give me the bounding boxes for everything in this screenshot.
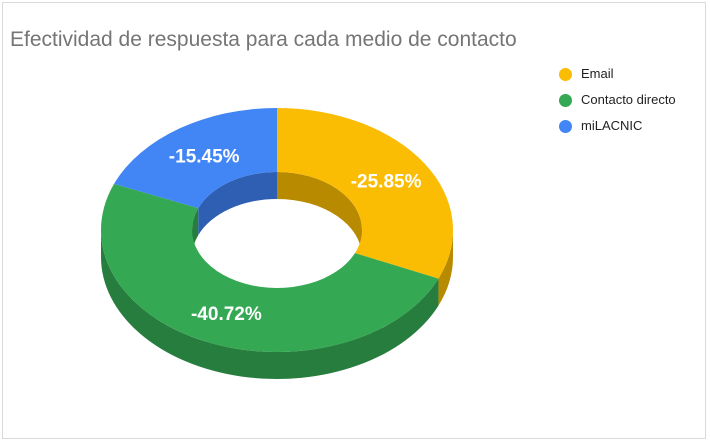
slice-outer-side-email	[438, 230, 453, 306]
slice-contacto-directo[interactable]	[100, 183, 439, 353]
legend-label-contacto-directo: Contacto directo	[581, 92, 676, 107]
data-label-milacnic: -15.45%	[169, 146, 240, 167]
chart-title: Efectividad de respuesta para cada medio…	[10, 28, 517, 51]
slice-inner-side-email-0	[277, 172, 362, 257]
data-label-email: -25.85%	[351, 172, 422, 193]
slice-email[interactable]	[277, 108, 453, 279]
legend-swatch-email	[559, 68, 572, 81]
donut-3d-sides	[101, 172, 453, 379]
data-label-contacto-directo: -40.72%	[191, 304, 262, 325]
donut-data-labels: -25.85% -40.72% -15.45%	[169, 146, 422, 325]
legend-swatch-milacnic	[559, 120, 572, 133]
legend-label-milacnic: miLACNIC	[581, 118, 643, 133]
legend-label-email: Email	[581, 66, 614, 81]
slice-inner-side-milacnic-1	[198, 172, 277, 236]
legend-swatch-contacto-directo	[559, 94, 572, 107]
slice-outer-side-contacto-directo	[101, 230, 439, 379]
donut-slices	[100, 108, 453, 353]
slice-milacnic[interactable]	[114, 108, 277, 209]
